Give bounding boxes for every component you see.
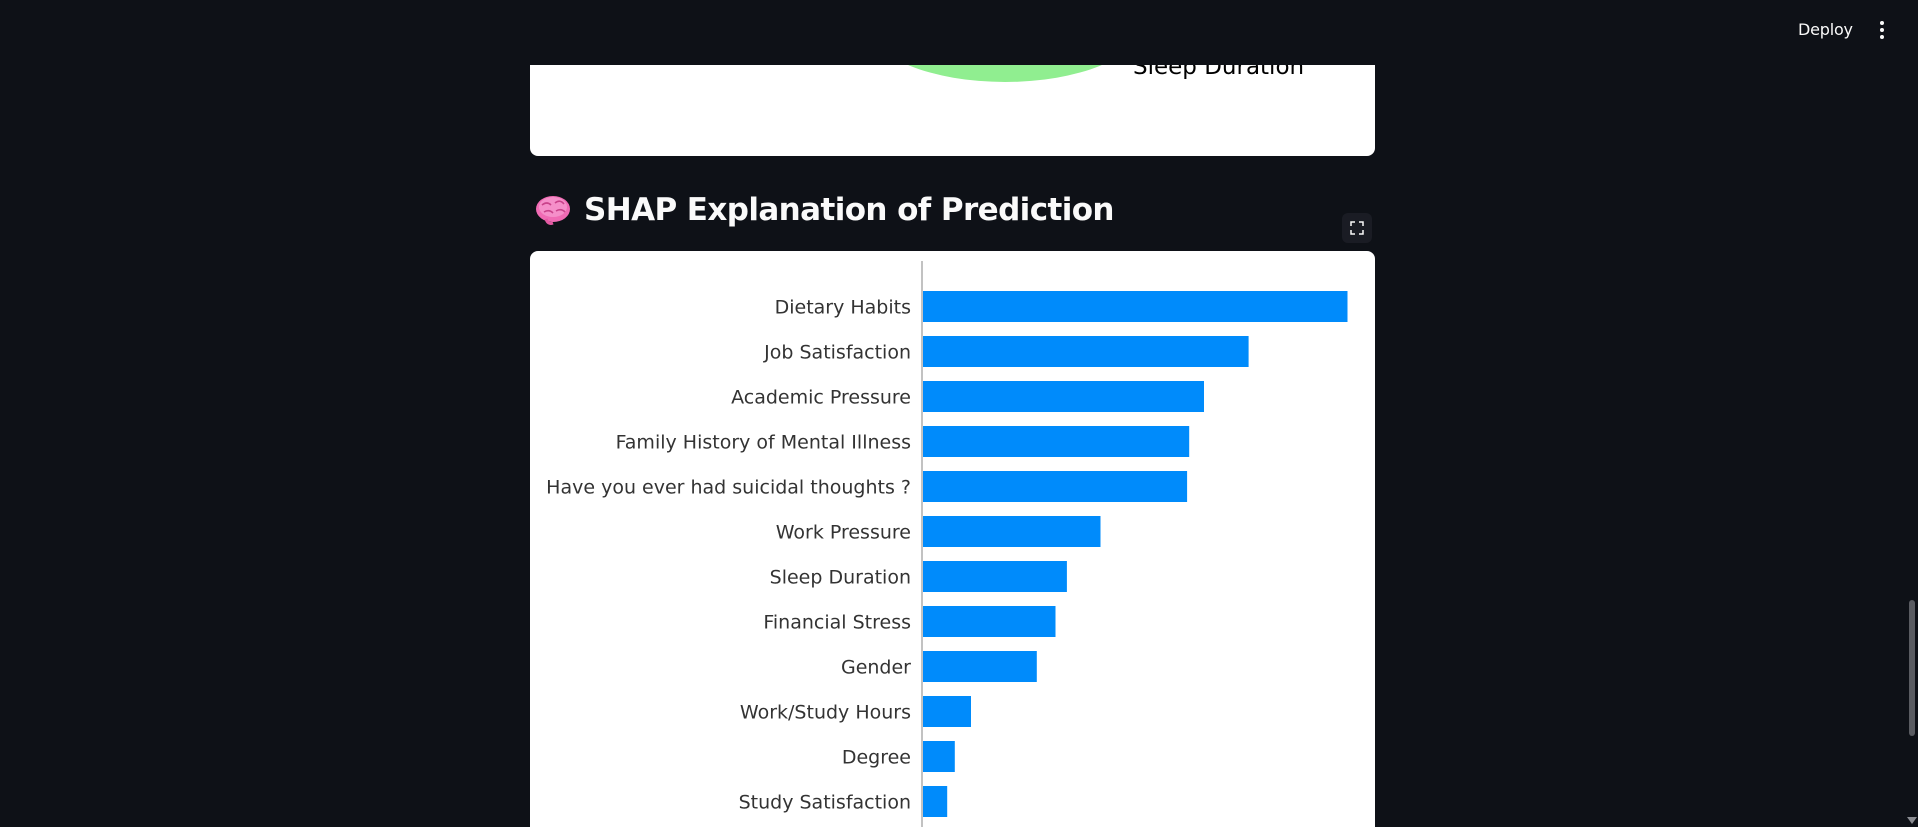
brain-icon (536, 196, 570, 225)
scrollbar-thumb[interactable] (1909, 600, 1915, 736)
shap-chart-card: Dietary Habits Job Satisfaction Academic P… (530, 251, 1375, 827)
chart-bar-label: Sleep Duration (770, 567, 911, 589)
chart-bar (923, 561, 1067, 592)
chart-bar (923, 291, 1348, 322)
app-header: Deploy (0, 0, 1918, 65)
chart-bar (923, 381, 1204, 412)
section-title-text: SHAP Explanation of Prediction (584, 192, 1114, 228)
chart-bar (923, 786, 948, 817)
fullscreen-icon (1350, 221, 1364, 235)
chart-bar-label: Job Satisfaction (763, 342, 911, 364)
shap-bar-chart: Dietary Habits Job Satisfaction Academic P… (546, 261, 1348, 827)
chart-bar (923, 741, 955, 772)
section-title: SHAP Explanation of Prediction (534, 188, 1114, 232)
kebab-menu-icon[interactable] (1870, 18, 1894, 42)
chart-bar-label: Academic Pressure (731, 387, 911, 409)
chart-bar-label: Have you ever had suicidal thoughts ? (546, 477, 911, 499)
chart-bar (923, 426, 1190, 457)
chart-bar-label: Work Pressure (776, 522, 911, 544)
chart-bar-label: Dietary Habits (775, 297, 911, 319)
scroll-down-icon[interactable] (1907, 817, 1917, 824)
chart-bar-label: Family History of Mental Illness (616, 432, 911, 454)
chart-bar-label: Financial Stress (763, 612, 911, 634)
deploy-button[interactable]: Deploy (1798, 20, 1853, 39)
chart-bar (923, 336, 1249, 367)
chart-bar (923, 471, 1188, 502)
chart-bar (923, 696, 971, 727)
chart-bar-label: Degree (842, 747, 911, 769)
chart-bar-label: Work/Study Hours (740, 702, 911, 724)
fullscreen-button[interactable] (1342, 213, 1372, 243)
chart-bar (923, 606, 1056, 637)
chart-bar (923, 516, 1101, 547)
chart-bar-label: Study Satisfaction (739, 792, 911, 814)
chart-bar-label: Gender (841, 657, 911, 679)
chart-bar (923, 651, 1037, 682)
